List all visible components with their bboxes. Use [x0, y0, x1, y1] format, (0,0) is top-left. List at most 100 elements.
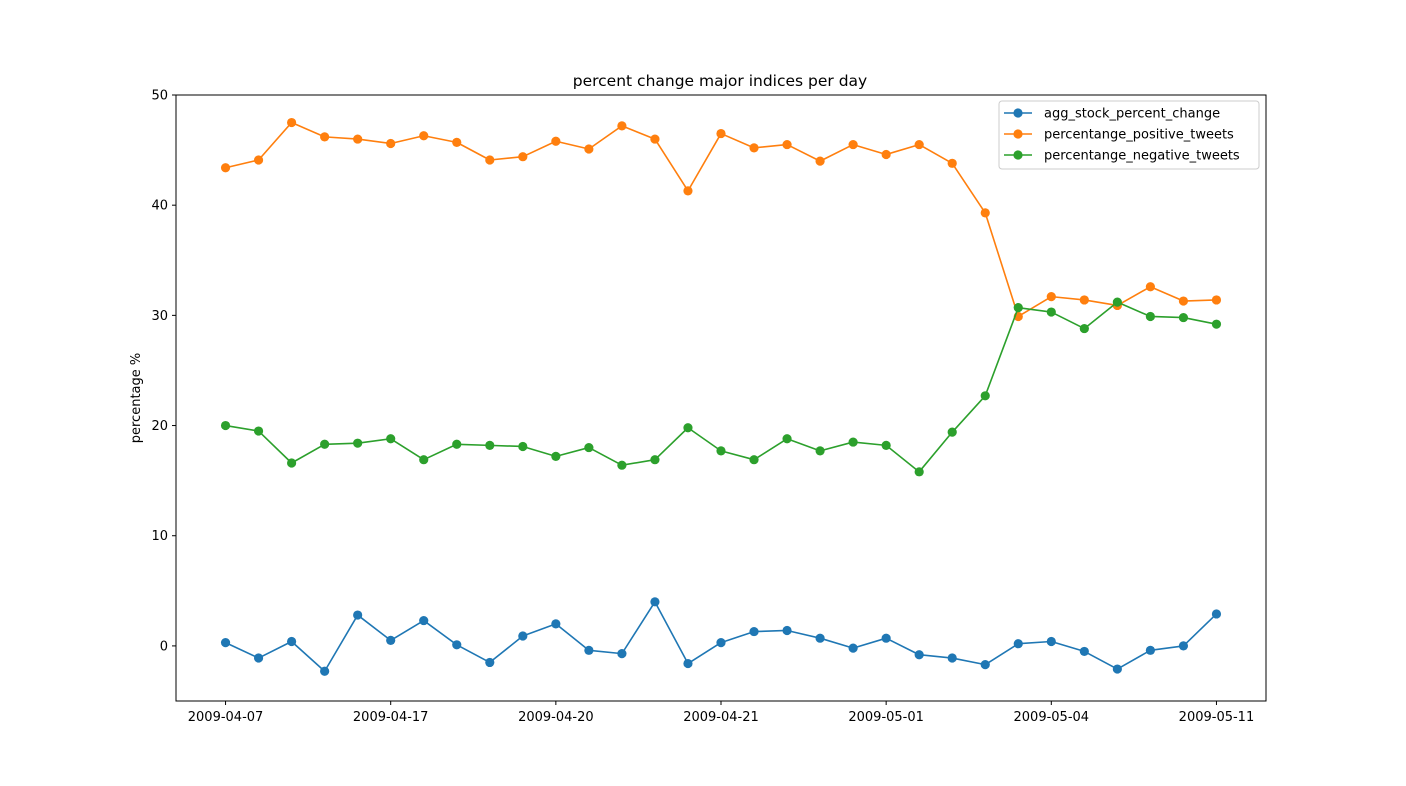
- data-point: [1211, 609, 1222, 619]
- data-point: [1046, 636, 1056, 647]
- x-tick-label: 2009-05-04: [1014, 710, 1090, 725]
- data-point: [386, 138, 396, 149]
- data-point: [485, 155, 495, 165]
- data-point: [848, 139, 858, 150]
- legend-marker: [1013, 108, 1023, 118]
- x-tick-label: 2009-04-21: [683, 710, 759, 725]
- data-point: [452, 137, 462, 147]
- series-layer: [220, 117, 1222, 676]
- legend-entry: agg_stock_percent_change: [1004, 107, 1220, 122]
- x-axis: 2009-04-07 2009-04-17 2009-04-20 2009-04-21…: [188, 701, 1254, 725]
- data-point: [914, 467, 924, 477]
- legend-marker: [1013, 150, 1023, 160]
- x-tick-label: 2009-04-20: [518, 710, 594, 725]
- legend-label: percentange_positive_tweets: [1044, 128, 1234, 143]
- data-point: [452, 640, 462, 650]
- data-point: [881, 149, 891, 160]
- data-point: [914, 139, 924, 150]
- data-point: [353, 438, 363, 448]
- data-point: [1079, 646, 1089, 657]
- y-tick-label: 20: [151, 419, 168, 434]
- data-point: [1211, 319, 1222, 329]
- data-point: [1013, 639, 1023, 649]
- data-point: [287, 636, 297, 647]
- data-point: [782, 139, 792, 150]
- data-point: [320, 439, 330, 449]
- data-point: [320, 666, 330, 676]
- data-point: [551, 136, 561, 146]
- data-point: [1145, 645, 1155, 655]
- data-point: [617, 649, 627, 659]
- data-point: [584, 442, 594, 453]
- data-point: [253, 426, 264, 436]
- legend-entry: percentange_positive_tweets: [1004, 128, 1234, 143]
- data-point: [617, 121, 627, 131]
- data-point: [1013, 303, 1023, 313]
- data-point: [716, 638, 726, 648]
- data-point: [914, 650, 924, 660]
- data-point: [1079, 295, 1089, 305]
- y-tick-label: 0: [160, 639, 168, 654]
- series-percentange_positive_tweets: [220, 117, 1222, 322]
- data-point: [749, 626, 759, 637]
- data-point: [947, 427, 957, 437]
- chart-title: percent change major indices per day: [573, 72, 867, 90]
- x-tick-label: 2009-04-07: [188, 710, 264, 725]
- y-tick-label: 50: [151, 89, 168, 104]
- data-point: [1046, 292, 1056, 302]
- data-point: [782, 434, 792, 444]
- data-point: [815, 156, 825, 166]
- data-point: [848, 437, 858, 447]
- data-point: [419, 615, 429, 626]
- data-point: [782, 625, 792, 636]
- y-tick-label: 30: [151, 309, 168, 324]
- data-point: [749, 143, 759, 153]
- y-axis-label: percentage %: [129, 353, 144, 444]
- data-point: [848, 643, 858, 653]
- data-point: [287, 458, 297, 468]
- data-point: [980, 391, 990, 401]
- data-point: [1145, 282, 1155, 292]
- series-percentange_negative_tweets: [220, 297, 1222, 477]
- data-point: [220, 163, 231, 173]
- data-point: [320, 132, 330, 142]
- legend-label: agg_stock_percent_change: [1044, 107, 1220, 122]
- x-tick-label: 2009-04-17: [353, 710, 429, 725]
- data-point: [650, 134, 660, 144]
- legend: agg_stock_percent_change percentange_posi…: [998, 100, 1260, 170]
- data-point: [584, 645, 594, 655]
- data-point: [1178, 641, 1189, 651]
- y-tick-label: 40: [151, 199, 168, 214]
- data-point: [1079, 323, 1089, 334]
- data-point: [253, 653, 264, 663]
- legend-label: percentange_negative_tweets: [1044, 149, 1240, 164]
- data-point: [1112, 664, 1122, 674]
- data-point: [1178, 312, 1189, 323]
- data-point: [683, 658, 693, 669]
- data-point: [947, 158, 957, 168]
- plot-area: [175, 94, 1267, 702]
- data-point: [1112, 297, 1122, 307]
- x-tick-label: 2009-05-11: [1179, 710, 1255, 725]
- data-point: [617, 460, 627, 470]
- data-point: [683, 423, 693, 433]
- data-point: [881, 633, 891, 643]
- data-point: [419, 131, 429, 141]
- data-point: [220, 420, 231, 431]
- data-point: [518, 152, 528, 162]
- data-point: [881, 440, 891, 450]
- data-point: [815, 446, 825, 456]
- data-point: [386, 434, 396, 444]
- data-point: [716, 446, 726, 456]
- data-point: [980, 660, 990, 670]
- legend-entry: percentange_negative_tweets: [1004, 149, 1240, 164]
- data-point: [419, 455, 429, 465]
- data-point: [650, 455, 660, 465]
- data-point: [485, 657, 495, 668]
- data-point: [584, 144, 594, 154]
- data-point: [815, 633, 825, 643]
- y-axis: 0 10 20 30 40 50: [151, 89, 176, 654]
- y-tick-label: 10: [151, 529, 168, 544]
- data-point: [353, 610, 363, 620]
